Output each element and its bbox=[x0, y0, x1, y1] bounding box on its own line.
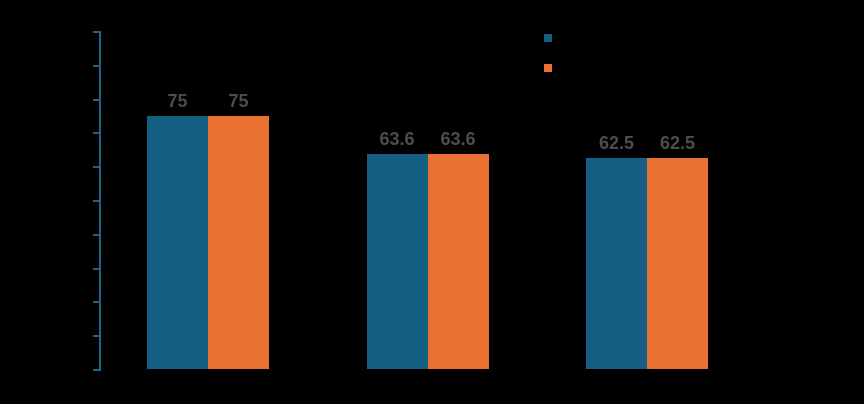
y-axis-tick bbox=[92, 335, 99, 338]
y-axis-tick bbox=[92, 301, 99, 304]
bar-series2-category3 bbox=[647, 157, 708, 369]
y-axis-tick bbox=[92, 267, 99, 270]
y-axis-tick bbox=[92, 31, 99, 33]
bar-series2-category1 bbox=[208, 115, 269, 369]
value-label-series2-category3: 62.5 bbox=[659, 132, 696, 153]
bar-series1-category3 bbox=[586, 157, 647, 369]
legend-swatch-series1 bbox=[543, 34, 552, 42]
y-axis-tick bbox=[92, 64, 99, 67]
value-label-series2-category1: 75 bbox=[228, 90, 249, 111]
y-axis-tick bbox=[92, 233, 99, 236]
y-axis-tick bbox=[92, 132, 99, 135]
value-label-series1-category2: 63.6 bbox=[379, 129, 415, 150]
value-label-series1-category1: 75 bbox=[167, 90, 188, 111]
y-axis-tick bbox=[92, 98, 99, 101]
bar-series1-category1 bbox=[147, 115, 208, 369]
y-axis-tick bbox=[92, 369, 99, 371]
bar-series2-category2 bbox=[427, 154, 489, 369]
y-axis-spine bbox=[98, 31, 101, 371]
value-label-series1-category3: 62.5 bbox=[598, 132, 635, 153]
value-label-series2-category2: 63.6 bbox=[440, 129, 476, 150]
y-axis-tick bbox=[92, 166, 99, 169]
y-axis-tick bbox=[92, 200, 99, 202]
legend-swatch-series2 bbox=[543, 64, 552, 72]
bar-series1-category2 bbox=[366, 154, 428, 369]
